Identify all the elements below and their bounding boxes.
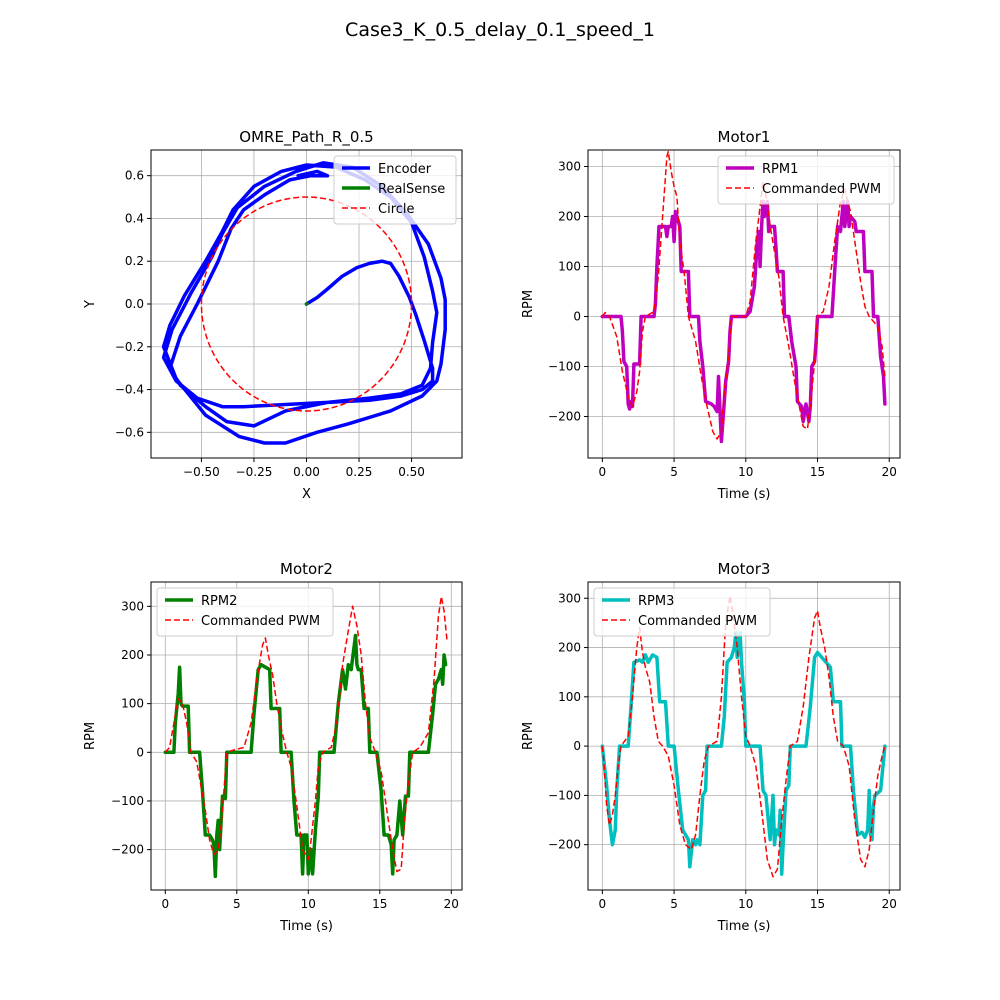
motor3-ytick-label-0: −200 xyxy=(548,838,581,852)
motor3-xtick-label-0: 0 xyxy=(599,897,607,911)
path-xtick-label-4: 0.50 xyxy=(398,465,425,479)
motor1-xtick-label-1: 5 xyxy=(670,465,678,479)
path-ytick-label-4: 0.2 xyxy=(125,254,144,268)
motor1-legend-label-1: Commanded PWM xyxy=(762,182,881,197)
path-ytick-label-3: 0.0 xyxy=(125,297,144,311)
motor1-title: Motor1 xyxy=(718,128,771,146)
motor2-ytick-label-2: 0 xyxy=(136,745,144,759)
path-ylabel: Y xyxy=(83,300,98,309)
panel-motor3: 0 5 10 15 20 −200 −100 0 100 200 300 Motor3 Time (s)… xyxy=(521,560,901,934)
motor1-series-commanded-pwm xyxy=(601,150,886,440)
panel-motor1: 0 5 10 15 20 −200 −100 0 100 200 300 Motor1 Time (s)… xyxy=(521,128,901,502)
motor2-ylabel: RPM xyxy=(83,722,98,750)
path-legend-label-1: RealSense xyxy=(378,182,445,197)
motor1-xtick-label-4: 20 xyxy=(882,465,897,479)
motor3-legend-label-0: RPM3 xyxy=(638,594,674,609)
motor2-xtick-label-4: 20 xyxy=(444,897,459,911)
motor2-axes-frame xyxy=(150,581,463,891)
motor3-legend: RPM3 Commanded PWM xyxy=(593,587,771,637)
motor3-xtick-label-3: 15 xyxy=(810,897,825,911)
motor2-xtick-label-2: 10 xyxy=(301,897,316,911)
path-series-circle xyxy=(200,196,413,412)
path-legend: Encoder RealSense Circle xyxy=(333,155,457,225)
path-xlabel: X xyxy=(302,487,311,502)
motor2-xtick-label-0: 0 xyxy=(161,897,169,911)
motor3-ylabel: RPM xyxy=(521,722,536,750)
motor3-series-rpm3 xyxy=(600,631,887,876)
motor2-xtick-label-3: 15 xyxy=(372,897,387,911)
motor1-ytick-label-2: 0 xyxy=(573,310,581,324)
motor2-series-commanded-pwm xyxy=(164,595,448,873)
motor3-title: Motor3 xyxy=(718,560,771,578)
motor2-ytick-label-3: 100 xyxy=(121,697,144,711)
path-ytick-label-0: −0.6 xyxy=(115,425,144,439)
motor3-ytick-label-5: 300 xyxy=(558,591,581,605)
panel-motor2: 0 5 10 15 20 −200 −100 0 100 200 300 Motor2 Time (s)… xyxy=(83,560,463,934)
path-ytick-label-5: 0.4 xyxy=(125,211,144,225)
motor2-legend: RPM2 Commanded PWM xyxy=(156,587,334,637)
path-xtick-label-1: −0.25 xyxy=(236,465,273,479)
motor3-xlabel: Time (s) xyxy=(717,919,771,934)
motor3-series-commanded-pwm xyxy=(601,595,886,878)
motor1-ytick-label-3: 100 xyxy=(558,260,581,274)
motor2-series-rpm2 xyxy=(163,633,448,879)
motor1-legend: RPM1 Commanded PWM xyxy=(717,155,895,205)
motor1-legend-label-0: RPM1 xyxy=(762,162,798,177)
path-xtick-label-2: 0.00 xyxy=(293,465,320,479)
motor1-ytick-label-4: 200 xyxy=(558,210,581,224)
motor2-title: Motor2 xyxy=(280,560,333,578)
path-ytick-label-6: 0.6 xyxy=(125,169,144,183)
motor1-ytick-label-1: −100 xyxy=(548,360,581,374)
motor3-ytick-label-2: 0 xyxy=(573,739,581,753)
motor2-xlabel: Time (s) xyxy=(279,919,333,934)
path-ytick-label-2: −0.2 xyxy=(115,340,144,354)
motor2-xtick-label-1: 5 xyxy=(233,897,241,911)
motor3-ytick-label-1: −100 xyxy=(548,788,581,802)
motor1-axes-frame xyxy=(587,149,901,459)
motor3-ytick-label-4: 200 xyxy=(558,641,581,655)
motor2-ytick-label-1: −100 xyxy=(111,794,144,808)
motor2-ytick-label-5: 300 xyxy=(121,599,144,613)
motor3-axes-frame xyxy=(587,581,901,891)
motor3-xtick-label-2: 10 xyxy=(738,897,753,911)
motor1-xtick-label-0: 0 xyxy=(599,465,607,479)
motor1-xtick-label-3: 15 xyxy=(810,465,825,479)
motor1-ylabel: RPM xyxy=(521,290,536,318)
motor1-xlabel: Time (s) xyxy=(717,487,771,502)
path-series-encoder xyxy=(161,161,447,445)
path-xtick-label-0: −0.50 xyxy=(183,465,220,479)
motor2-legend-label-1: Commanded PWM xyxy=(201,614,320,629)
panel-path: −0.50 −0.25 0.00 0.25 0.50 −0.6 −0.4 −0.2 0.0 0.2… xyxy=(83,128,463,502)
motor1-xtick-label-2: 10 xyxy=(738,465,753,479)
path-legend-label-0: Encoder xyxy=(378,162,432,177)
motor2-ytick-label-4: 200 xyxy=(121,648,144,662)
motor1-ytick-label-0: −200 xyxy=(548,410,581,424)
path-ytick-label-1: −0.4 xyxy=(115,383,144,397)
motor3-xtick-label-1: 5 xyxy=(670,897,678,911)
motor2-ytick-label-0: −200 xyxy=(111,843,144,857)
motor3-ytick-label-3: 100 xyxy=(558,690,581,704)
figure-title: Case3_K_0.5_delay_0.1_speed_1 xyxy=(345,19,655,41)
path-legend-label-2: Circle xyxy=(378,202,415,217)
motor3-xtick-label-4: 20 xyxy=(882,897,897,911)
motor1-ytick-label-5: 300 xyxy=(558,160,581,174)
motor2-legend-label-0: RPM2 xyxy=(201,594,237,609)
path-title: OMRE_Path_R_0.5 xyxy=(239,128,373,147)
motor3-legend-label-1: Commanded PWM xyxy=(638,614,757,629)
path-xtick-label-3: 0.25 xyxy=(346,465,373,479)
motor1-series-rpm1 xyxy=(600,199,887,444)
